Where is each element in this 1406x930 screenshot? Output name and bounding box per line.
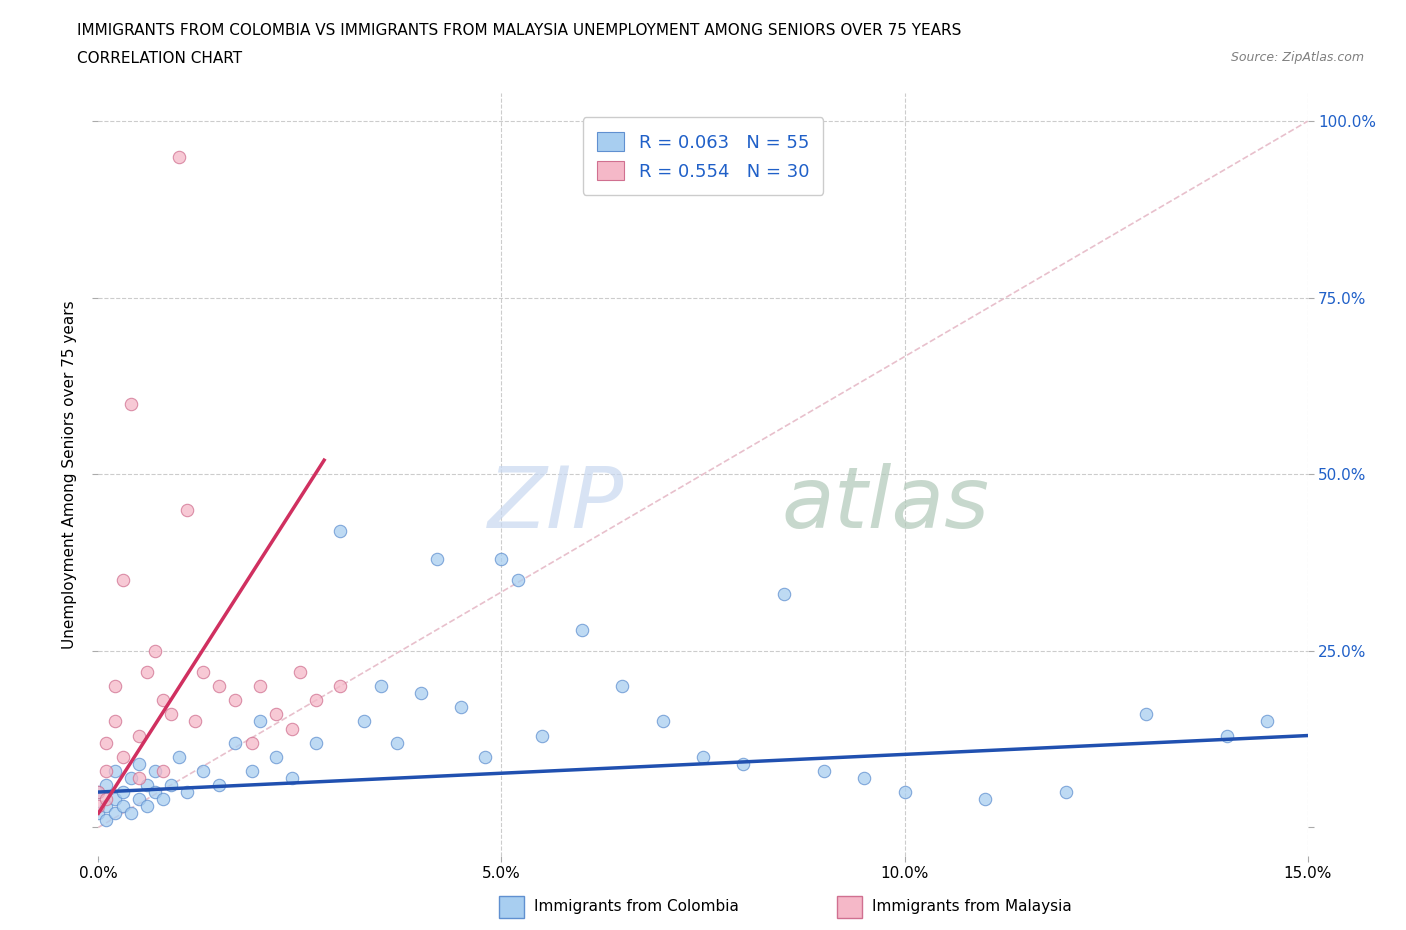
Legend: R = 0.063   N = 55, R = 0.554   N = 30: R = 0.063 N = 55, R = 0.554 N = 30 [582,117,824,195]
Point [128,728,150,743]
Point [152,693,174,708]
Point [167,750,190,764]
Point [370,679,392,694]
Point [143,644,166,658]
Point [120,770,142,785]
Point [1216,728,1239,743]
Point [450,700,472,715]
Point [974,791,997,806]
Point [385,736,408,751]
Point [249,679,271,694]
Point [249,714,271,729]
Point [264,707,287,722]
Point [87,805,110,820]
Point [224,736,246,751]
Point [184,714,207,729]
Point [152,791,174,806]
Point [87,785,110,800]
Point [176,785,198,800]
Point [87,799,110,814]
Point [329,524,352,538]
Point [853,770,876,785]
Point [120,805,142,820]
Point [264,750,287,764]
Point [733,756,755,771]
Text: Immigrants from Malaysia: Immigrants from Malaysia [872,899,1071,914]
Point [240,736,263,751]
Point [152,764,174,778]
Point [281,770,304,785]
Point [530,728,553,743]
Point [409,685,432,700]
Point [1135,707,1157,722]
Point [772,587,794,602]
Point [893,785,915,800]
Point [120,396,142,411]
Point [353,714,375,729]
Point [305,736,328,751]
Point [111,573,134,588]
Point [474,750,496,764]
Point [208,777,231,792]
Point [160,777,183,792]
Point [143,785,166,800]
Point [1054,785,1077,800]
Point [87,785,110,800]
Point [612,679,634,694]
Point [160,707,183,722]
Point [103,805,125,820]
Point [506,573,529,588]
Point [103,764,125,778]
Point [103,791,125,806]
Point [111,799,134,814]
Point [96,791,118,806]
Text: IMMIGRANTS FROM COLOMBIA VS IMMIGRANTS FROM MALAYSIA UNEMPLOYMENT AMONG SENIORS : IMMIGRANTS FROM COLOMBIA VS IMMIGRANTS F… [77,23,962,38]
Point [96,777,118,792]
Point [813,764,835,778]
Point [135,799,157,814]
Point [193,665,215,680]
Point [571,622,593,637]
Text: ZIP: ZIP [488,463,624,546]
Point [135,777,157,792]
Point [96,764,118,778]
Point [128,756,150,771]
Point [128,770,150,785]
Text: Immigrants from Colombia: Immigrants from Colombia [534,899,740,914]
Point [240,764,263,778]
Point [651,714,673,729]
Point [288,665,311,680]
Point [305,693,328,708]
Point [208,679,231,694]
Text: Source: ZipAtlas.com: Source: ZipAtlas.com [1230,51,1364,64]
Point [143,764,166,778]
Point [111,785,134,800]
Point [224,693,246,708]
Point [176,502,198,517]
Text: atlas: atlas [782,463,990,546]
Point [96,799,118,814]
Point [1256,714,1278,729]
Point [135,665,157,680]
Point [96,736,118,751]
Point [491,551,513,566]
Text: CORRELATION CHART: CORRELATION CHART [77,51,242,66]
Point [281,721,304,736]
Point [128,791,150,806]
Point [111,750,134,764]
Point [426,551,449,566]
Point [96,813,118,828]
Point [167,149,190,164]
Point [329,679,352,694]
Point [103,714,125,729]
Y-axis label: Unemployment Among Seniors over 75 years: Unemployment Among Seniors over 75 years [62,300,77,648]
Point [692,750,714,764]
Point [193,764,215,778]
Point [103,679,125,694]
